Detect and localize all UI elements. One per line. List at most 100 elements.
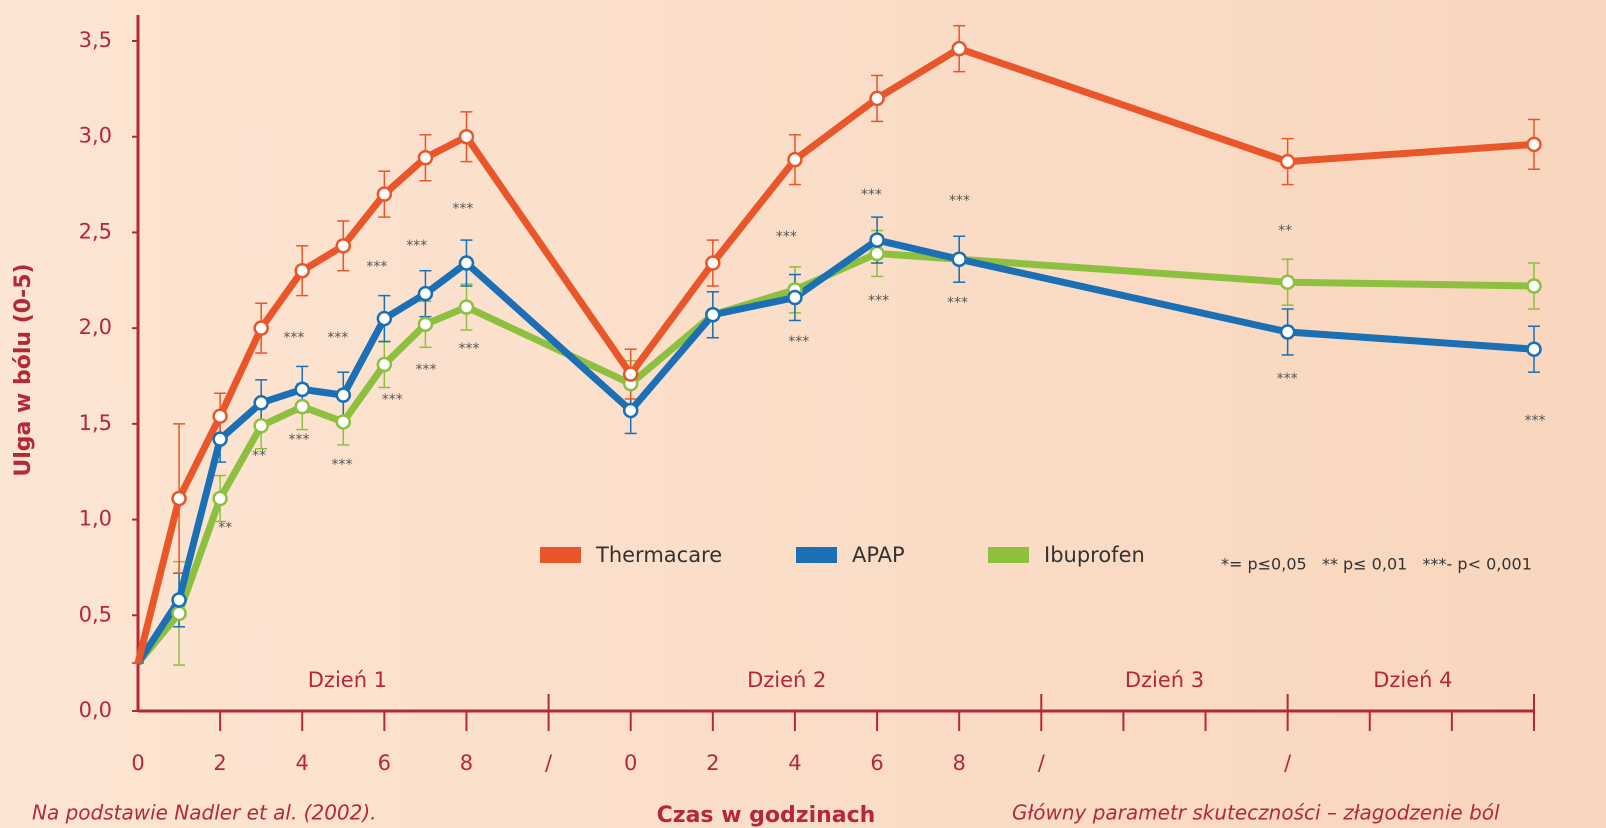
significance-mark: *** xyxy=(327,330,348,346)
data-point xyxy=(705,306,721,323)
x-tick-label: 0 xyxy=(131,751,144,775)
y-tick-label: 3,5 xyxy=(79,28,112,52)
data-point xyxy=(171,592,187,608)
x-tick-label: / xyxy=(1038,751,1046,775)
significance-mark: *** xyxy=(366,259,387,275)
day-label: Dzień 2 xyxy=(747,668,826,692)
x-tick-label: / xyxy=(545,751,553,775)
data-point xyxy=(212,490,228,507)
legend-label: APAP xyxy=(852,543,905,567)
series-line xyxy=(135,249,1535,666)
source-note: Na podstawie Nadler et al. (2002). xyxy=(32,801,377,825)
x-tick-label: 4 xyxy=(296,751,309,775)
data-point xyxy=(417,285,434,302)
data-point xyxy=(253,418,269,434)
y-tick-label: 2,0 xyxy=(79,315,112,339)
data-point xyxy=(376,186,393,202)
data-point xyxy=(787,289,803,306)
data-point xyxy=(1526,341,1542,357)
legend-label: Ibuprofen xyxy=(1044,543,1145,567)
x-tick-label: 8 xyxy=(460,751,473,775)
legend-swatch xyxy=(540,547,581,563)
data-point xyxy=(869,245,885,262)
y-tick-label: 1,5 xyxy=(79,411,112,435)
data-point xyxy=(171,490,187,507)
data-point xyxy=(212,431,228,447)
significance-mark: *** xyxy=(949,193,970,209)
significance-mark: ** xyxy=(252,448,266,464)
day-label: Dzień 1 xyxy=(308,668,387,692)
legend-swatch xyxy=(796,547,837,563)
data-point xyxy=(1526,278,1542,294)
data-point xyxy=(622,366,639,382)
data-point xyxy=(376,356,393,373)
significance-mark: *** xyxy=(458,341,479,357)
data-point xyxy=(417,150,434,166)
significance-mark: *** xyxy=(415,362,436,378)
significance-mark: *** xyxy=(776,229,797,245)
x-tick-label: 2 xyxy=(706,751,719,775)
series-line xyxy=(135,236,1535,666)
significance-mark: *** xyxy=(1277,371,1298,387)
data-point xyxy=(622,402,639,419)
data-point xyxy=(951,40,967,57)
y-tick-label: 3,0 xyxy=(79,124,112,148)
data-point xyxy=(1526,136,1542,153)
data-point xyxy=(335,387,352,403)
significance-mark: *** xyxy=(947,295,968,311)
data-point xyxy=(294,381,310,398)
day-label: Dzień 4 xyxy=(1373,668,1452,692)
data-point xyxy=(253,395,269,411)
legend-swatch xyxy=(988,547,1029,563)
significance-mark: *** xyxy=(868,293,889,309)
x-tick-label: 6 xyxy=(378,751,391,775)
data-point xyxy=(458,299,475,315)
data-point xyxy=(253,320,269,336)
data-point xyxy=(1279,324,1296,340)
significance-mark: *** xyxy=(1524,413,1545,429)
x-axis-title: Czas w godzinach xyxy=(657,803,876,828)
significance-mark: ** xyxy=(1278,223,1292,239)
y-tick-label: 0,5 xyxy=(79,602,112,626)
significance-mark: *** xyxy=(283,330,304,346)
y-tick-label: 0,0 xyxy=(79,698,112,722)
series-line xyxy=(134,45,1535,664)
significance-note: *= p≤0,05 ** p≤ 0,01 ***- p< 0,001 xyxy=(1221,555,1532,574)
y-tick-label: 1,0 xyxy=(79,507,112,531)
data-point xyxy=(1279,153,1296,170)
x-tick-label: / xyxy=(1284,751,1292,775)
x-tick-label: 8 xyxy=(952,751,965,775)
x-tick-label: 4 xyxy=(788,751,801,775)
x-tick-label: 2 xyxy=(213,751,226,775)
y-tick-label: 2,5 xyxy=(79,219,112,243)
data-point xyxy=(212,408,228,424)
data-point xyxy=(376,310,393,327)
x-tick-label: 6 xyxy=(870,751,883,775)
y-axis-title: Ulga w bólu (0-5) xyxy=(11,263,36,476)
significance-mark: *** xyxy=(289,432,310,448)
data-point xyxy=(335,238,352,254)
legend-label: Thermacare xyxy=(595,543,722,567)
data-point xyxy=(1279,274,1296,290)
data-point xyxy=(458,255,475,271)
data-point xyxy=(951,251,967,267)
data-point xyxy=(417,316,434,333)
data-point xyxy=(787,151,803,168)
data-point xyxy=(171,605,187,622)
significance-mark: *** xyxy=(861,187,882,203)
significance-mark: *** xyxy=(332,457,353,473)
significance-mark: *** xyxy=(406,238,427,254)
significance-mark: *** xyxy=(788,334,809,350)
significance-mark: *** xyxy=(382,392,403,408)
data-point xyxy=(294,398,310,415)
significance-mark: ** xyxy=(218,520,232,536)
data-point xyxy=(705,255,721,271)
data-point xyxy=(458,128,475,145)
data-point xyxy=(294,262,310,279)
footnote: Główny parametr skuteczności – złagodzen… xyxy=(1012,801,1500,825)
day-label: Dzień 3 xyxy=(1125,668,1204,692)
data-point xyxy=(869,232,885,248)
